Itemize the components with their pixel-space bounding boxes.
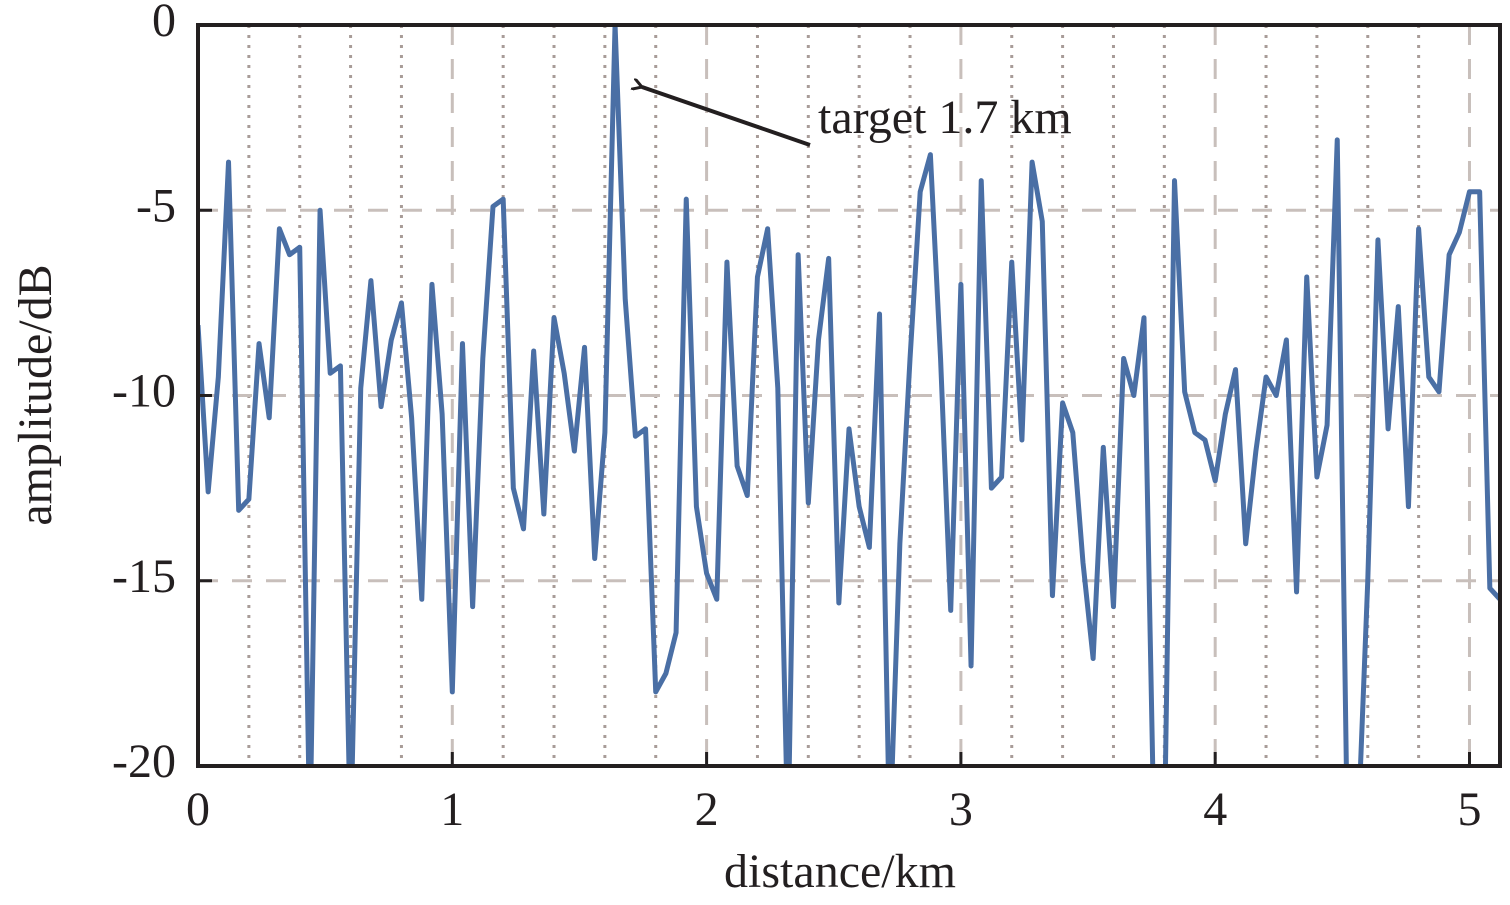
annotation: target 1.7 km: [818, 91, 1072, 144]
x-axis-label: distance/km: [724, 845, 956, 898]
y-tick-label: 0: [152, 0, 176, 47]
y-tick-label: -20: [112, 735, 176, 788]
x-tick-label: 4: [1203, 783, 1227, 836]
y-tick-label: -15: [112, 550, 176, 603]
ticks: 0 1 2 3 4 5 0 -5 -10 -15 -20: [112, 0, 1481, 836]
x-tick-label: 0: [186, 783, 210, 836]
y-axis-label: amplitude/dB: [9, 264, 62, 525]
x-tick-label: 1: [440, 783, 464, 836]
data-line: [198, 25, 1500, 766]
y-tick-label: -10: [112, 365, 176, 418]
y-tick-label: -5: [136, 179, 176, 232]
x-tick-label: 2: [695, 783, 719, 836]
plot: [198, 25, 1500, 766]
annotation-arrow: [642, 87, 811, 147]
x-tick-label: 3: [949, 783, 973, 836]
x-tick-label: 5: [1457, 783, 1481, 836]
